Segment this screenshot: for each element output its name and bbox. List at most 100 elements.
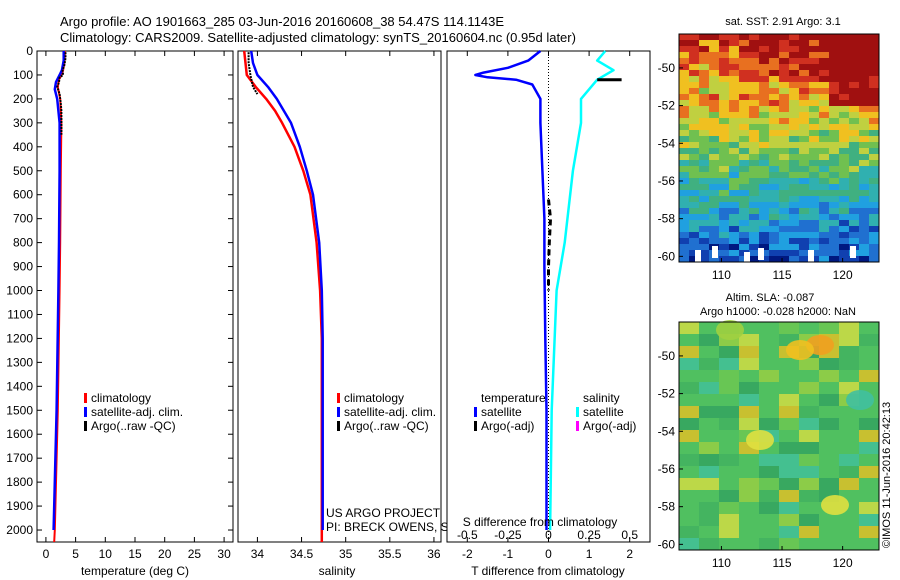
- sla-cell: [799, 322, 819, 334]
- sst-cell: [809, 124, 819, 130]
- sst-cell: [769, 220, 779, 226]
- map-x-tick-label: 110: [712, 556, 731, 570]
- sst-cell: [739, 106, 749, 112]
- sst-cell: [869, 118, 879, 124]
- depth-tick-label: 1300: [6, 355, 33, 369]
- sla-cell: [779, 538, 799, 550]
- sst-cell: [839, 52, 849, 58]
- sst-cell: [839, 238, 849, 244]
- sla-cell: [679, 478, 699, 490]
- sst-cell: [749, 250, 759, 256]
- sst-cell: [689, 52, 699, 58]
- sst-cell: [869, 130, 879, 136]
- sst-cell: [829, 238, 839, 244]
- sst-cell: [829, 148, 839, 154]
- sst-cell: [739, 118, 749, 124]
- sst-cell: [709, 190, 719, 196]
- sst-cell: [809, 70, 819, 76]
- sst-cell: [739, 124, 749, 130]
- sla-cell: [799, 406, 819, 418]
- sla-blob: [716, 320, 744, 340]
- sla-cell: [679, 490, 699, 502]
- sst-cell: [789, 256, 799, 262]
- sla-cell: [839, 478, 859, 490]
- sst-cell: [729, 238, 739, 244]
- sst-cell: [729, 76, 739, 82]
- sst-cell: [679, 94, 689, 100]
- sst-cell: [809, 232, 819, 238]
- temperature-x-tick-label: 25: [188, 547, 202, 561]
- sst-cell: [699, 94, 709, 100]
- sst-cell: [789, 178, 799, 184]
- sst-cell: [849, 40, 859, 46]
- sst-cell: [769, 148, 779, 154]
- sst-cell: [689, 220, 699, 226]
- sst-cell: [709, 142, 719, 148]
- sst-cell: [779, 46, 789, 52]
- sst-cell: [749, 40, 759, 46]
- sst-cell: [819, 196, 829, 202]
- sst-cell: [699, 52, 709, 58]
- map-y-tick-label: -58: [658, 500, 676, 514]
- sst-cell: [719, 190, 729, 196]
- sst-cell: [679, 118, 689, 124]
- sla-heatmap-cells: [679, 320, 879, 550]
- sst-cell: [859, 178, 869, 184]
- sla-cell: [759, 478, 779, 490]
- sst-cell: [729, 184, 739, 190]
- sst-cell: [679, 148, 689, 154]
- sla-cell: [719, 538, 739, 550]
- sst-cell: [679, 34, 689, 40]
- sst-cell: [769, 250, 779, 256]
- sst-cell: [849, 58, 859, 64]
- sst-cell: [739, 100, 749, 106]
- sst-cell: [749, 166, 759, 172]
- sst-cell: [759, 124, 769, 130]
- sst-cell: [799, 82, 809, 88]
- sst-cell: [799, 34, 809, 40]
- sst-cell: [689, 184, 699, 190]
- sst-cell: [789, 136, 799, 142]
- sst-cell: [739, 112, 749, 118]
- depth-tick-label: 1100: [7, 307, 33, 321]
- legend-swatch-argo: [84, 421, 87, 431]
- sst-cell: [779, 40, 789, 46]
- sst-cell: [859, 148, 869, 154]
- sla-cell: [739, 514, 759, 526]
- sst-cell: [799, 154, 809, 160]
- sst-cell: [799, 52, 809, 58]
- sst-cell: [859, 58, 869, 64]
- sla-cell: [739, 454, 759, 466]
- legend-label-sal-argo: Argo(-adj): [583, 419, 636, 433]
- sst-cell: [819, 232, 829, 238]
- sla-cell: [839, 370, 859, 382]
- sla-cell: [679, 430, 699, 442]
- sst-cell: [699, 196, 709, 202]
- sst-cell: [699, 208, 709, 214]
- sst-cell: [839, 94, 849, 100]
- sst-cell: [829, 184, 839, 190]
- s-difference-tick-label: -0.5: [457, 528, 478, 542]
- sst-cell: [819, 64, 829, 70]
- sla-cell: [859, 526, 879, 538]
- sst-cell: [789, 58, 799, 64]
- salinity-axes-frame: [237, 50, 442, 543]
- sst-cell: [859, 208, 869, 214]
- sla-cell: [719, 466, 739, 478]
- depth-tick-label: 0: [26, 44, 33, 58]
- sst-cell: [809, 172, 819, 178]
- sst-cell: [689, 88, 699, 94]
- sst-cell: [739, 172, 749, 178]
- sst-cell: [749, 118, 759, 124]
- sst-cell: [849, 178, 859, 184]
- sst-cell: [839, 34, 849, 40]
- sst-cell: [749, 178, 759, 184]
- sst-cell: [709, 52, 719, 58]
- sst-cell: [689, 196, 699, 202]
- sst-cell: [749, 34, 759, 40]
- sst-cell: [779, 118, 789, 124]
- sla-cell: [819, 370, 839, 382]
- sst-cell: [719, 130, 729, 136]
- sst-cell: [809, 160, 819, 166]
- sst-cell: [759, 46, 769, 52]
